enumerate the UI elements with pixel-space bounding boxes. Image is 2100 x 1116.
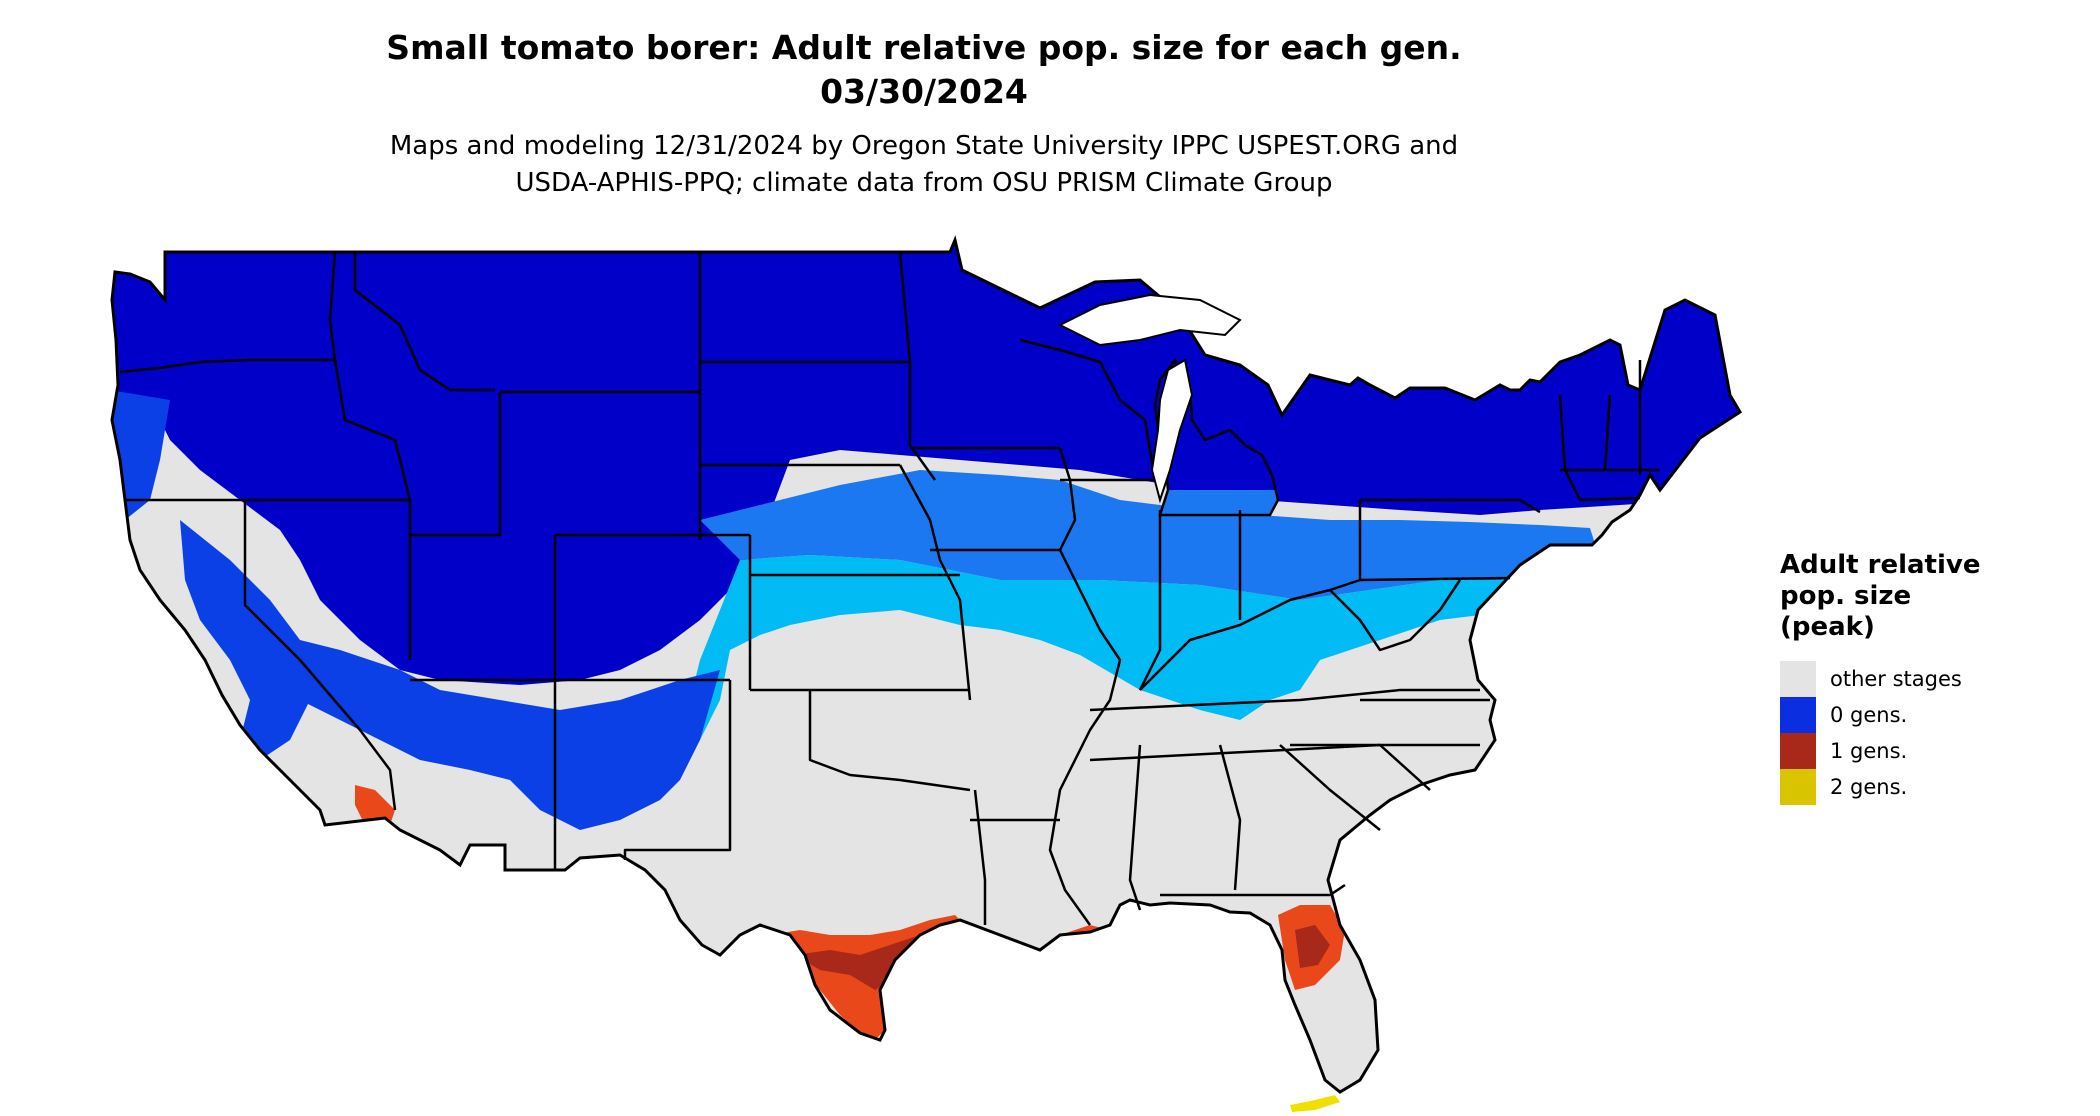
main-landmass bbox=[112, 240, 1740, 1092]
border-nc-sc bbox=[1290, 743, 1431, 791]
legend-item-1-gens: 1 gens. bbox=[1780, 733, 1980, 769]
border-pa-south bbox=[1359, 576, 1511, 582]
border-mississippi bbox=[1048, 447, 1122, 926]
border-il-in bbox=[1138, 510, 1162, 691]
legend-title: Adult relative pop. size (peak) bbox=[1780, 550, 1980, 643]
border-ga-sc bbox=[1279, 744, 1381, 831]
michigan-mid-blue bbox=[1155, 490, 1278, 515]
great-lakes bbox=[1057, 293, 1242, 504]
legend-swatch-1-gens bbox=[1780, 733, 1816, 769]
border-al-ga bbox=[1218, 744, 1242, 891]
border-wa-or bbox=[119, 358, 335, 374]
border-ok-tx-red-river bbox=[808, 690, 971, 792]
border-wi-mi bbox=[1019, 338, 1157, 481]
subtitle-line-1: Maps and modeling 12/31/2024 by Oregon S… bbox=[389, 131, 1459, 161]
legend-label-2-gens: 2 gens. bbox=[1830, 775, 1908, 799]
border-ohio-river bbox=[1139, 578, 1361, 691]
legend-label-other-stages: other stages bbox=[1830, 667, 1962, 691]
legend-label-1-gens: 1 gens. bbox=[1830, 739, 1908, 763]
legend-swatch-other-stages bbox=[1780, 661, 1816, 697]
legend-title-line-3: (peak) bbox=[1780, 612, 1875, 642]
southwest-blue-zone bbox=[280, 640, 720, 830]
texas-red-zone bbox=[795, 930, 945, 990]
border-id-east bbox=[328, 251, 412, 501]
light-blue-zone bbox=[690, 555, 1600, 740]
border-mn-west bbox=[898, 251, 937, 481]
border-ky-tn bbox=[1089, 688, 1480, 712]
legend-title-line-1: Adult relative bbox=[1780, 550, 1981, 580]
mid-blue-zone bbox=[700, 470, 1600, 600]
legend-title-line-2: pop. size bbox=[1780, 581, 1912, 611]
border-nm-tx bbox=[623, 680, 732, 860]
border-missouri-river bbox=[898, 464, 972, 701]
border-pa-ny bbox=[1360, 498, 1541, 514]
legend-item-0-gens: 0 gens. bbox=[1780, 697, 1980, 733]
us-map bbox=[110, 238, 1742, 1112]
border-wv bbox=[1329, 579, 1462, 652]
border-ut-wy bbox=[410, 392, 502, 537]
lake-superior bbox=[1057, 293, 1242, 347]
lake-michigan bbox=[1150, 358, 1194, 504]
dark-blue-zone bbox=[112, 240, 1740, 685]
subtitle-line-2: USDA-APHIS-PPQ; climate data from OSU PR… bbox=[515, 168, 1333, 198]
state-borders bbox=[119, 251, 1660, 926]
sierra-blue-zone bbox=[180, 520, 310, 760]
border-ms-al bbox=[1128, 744, 1142, 911]
florida-keys bbox=[1290, 1095, 1340, 1112]
florida-red-zone bbox=[1295, 925, 1330, 968]
legend-swatch-2-gens bbox=[1780, 769, 1816, 805]
socal-orange-zone bbox=[355, 785, 395, 825]
legend-item-2-gens: 2 gens. bbox=[1780, 769, 1980, 805]
map-title: Small tomato borer: Adult relative pop. … bbox=[0, 26, 1848, 114]
legend-item-other-stages: other stages bbox=[1780, 661, 1980, 697]
map-subtitle: Maps and modeling 12/31/2024 by Oregon S… bbox=[0, 128, 1848, 202]
border-vt-nh bbox=[1603, 394, 1612, 471]
west-blue-zone bbox=[112, 390, 170, 520]
border-la-tx bbox=[973, 789, 987, 925]
border-ga-fl bbox=[1160, 883, 1346, 897]
legend-swatch-0-gens bbox=[1780, 697, 1816, 733]
border-ca-nv bbox=[243, 500, 397, 811]
legend: Adult relative pop. size (peak) other st… bbox=[1780, 550, 1980, 805]
border-mt-id bbox=[353, 252, 495, 392]
legend-label-0-gens: 0 gens. bbox=[1830, 703, 1908, 727]
border-ct-ri bbox=[1579, 496, 1641, 502]
title-line-2: 03/30/2024 bbox=[820, 72, 1028, 111]
title-line-1: Small tomato borer: Adult relative pop. … bbox=[386, 28, 1462, 67]
